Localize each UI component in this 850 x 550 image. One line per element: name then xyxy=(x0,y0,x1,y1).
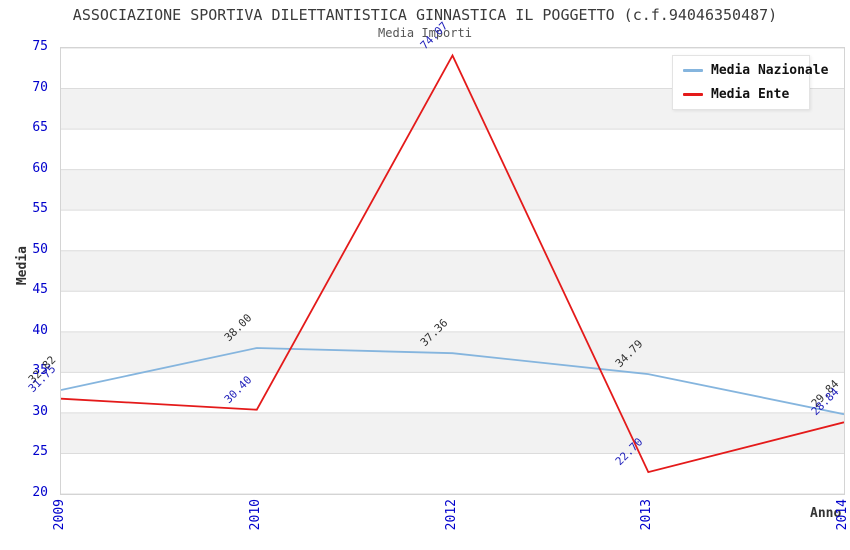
line-series-ente xyxy=(61,53,844,474)
plot-band xyxy=(61,210,844,251)
plot-band xyxy=(61,453,844,494)
legend-label-ente: Media Ente xyxy=(711,87,790,102)
y-tick-label: 75 xyxy=(32,39,48,54)
y-tick-label: 20 xyxy=(32,485,48,500)
legend-swatch-nazionale-icon xyxy=(683,69,703,72)
legend: Media Nazionale Media Ente xyxy=(672,55,828,110)
plot-band xyxy=(61,291,844,332)
legend-swatch-ente-icon xyxy=(683,93,703,96)
x-tick-label: 2013 xyxy=(639,499,655,531)
chart-canvas xyxy=(61,48,844,494)
chart-title: ASSOCIAZIONE SPORTIVA DILETTANTISTICA GI… xyxy=(72,6,778,24)
plot-band xyxy=(61,331,844,373)
x-tick-label: 2009 xyxy=(52,499,67,531)
y-tick-label: 65 xyxy=(32,120,48,136)
y-tick-label: 55 xyxy=(32,201,48,217)
legend-label-nazionale: Media Nazionale xyxy=(711,63,829,78)
legend-item-media-nazionale: Media Nazionale xyxy=(683,63,828,78)
x-tick-label: 2010 xyxy=(247,499,263,531)
y-tick-label: 50 xyxy=(32,241,48,257)
y-tick-label: 30 xyxy=(32,403,48,419)
y-tick-label: 45 xyxy=(32,282,48,298)
y-tick-label: 60 xyxy=(32,160,48,176)
x-axis-title: Anno xyxy=(810,506,842,521)
plot-band xyxy=(61,412,844,454)
legend-item-media-ente: Media Ente xyxy=(683,87,799,102)
y-tick-label: 35 xyxy=(32,363,48,379)
plot-band xyxy=(61,372,844,413)
plot-band xyxy=(61,250,844,292)
line-series-nazionale xyxy=(61,347,844,416)
plot-area: 32.82 38.00 37.36 34.79 29.84 31.75 30.40 74.07… xyxy=(26,19,845,495)
plot-band xyxy=(61,129,844,170)
plot-band xyxy=(61,169,844,211)
x-tick-label: 2014 xyxy=(835,499,850,531)
y-tick-label: 70 xyxy=(32,79,48,95)
y-tick-label: 25 xyxy=(32,444,48,460)
y-tick-label: 40 xyxy=(32,322,48,338)
x-tick-label: 2012 xyxy=(443,499,459,531)
chart-subtitle: Media Importi xyxy=(378,26,472,40)
